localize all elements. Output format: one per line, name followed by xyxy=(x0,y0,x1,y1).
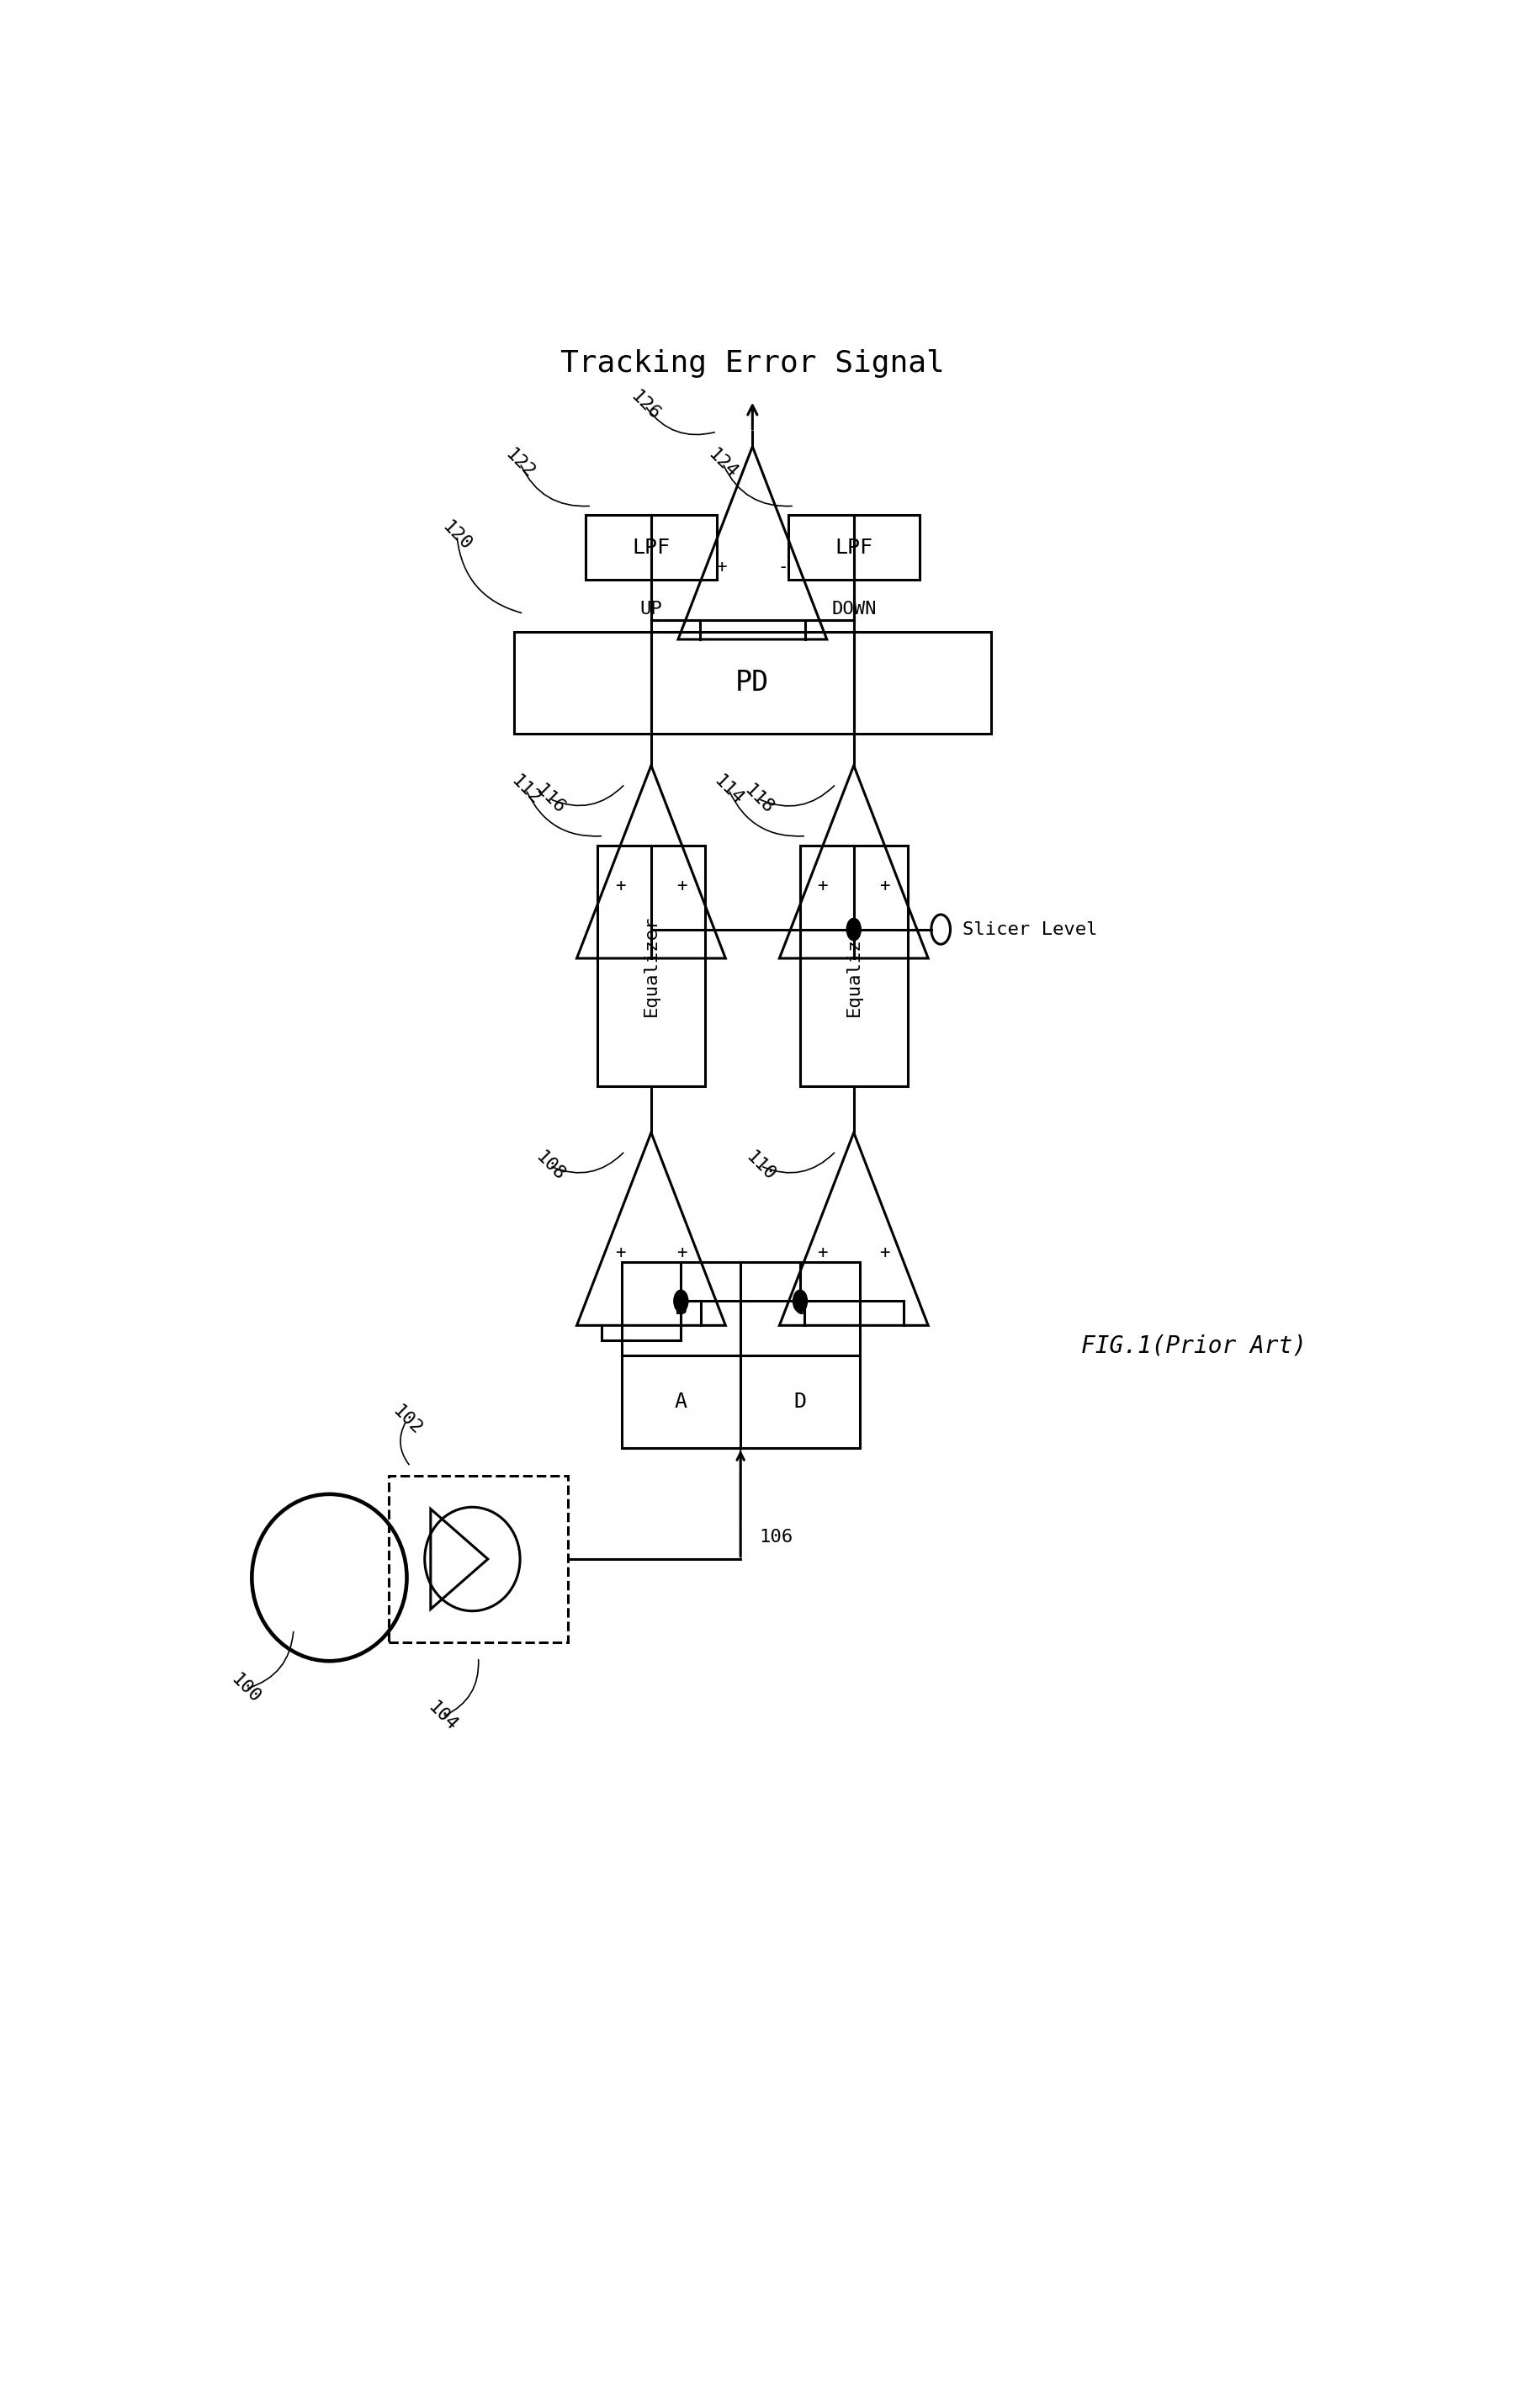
Text: 118: 118 xyxy=(740,780,777,816)
Bar xyxy=(586,515,717,580)
Text: 124: 124 xyxy=(704,445,741,482)
Text: PD: PD xyxy=(735,669,769,696)
Bar xyxy=(787,515,920,580)
Text: +: + xyxy=(818,1245,827,1262)
Text: C: C xyxy=(794,1298,806,1320)
Text: DOWN: DOWN xyxy=(831,600,877,616)
Text: +: + xyxy=(880,877,891,893)
Text: Equalizer: Equalizer xyxy=(846,915,863,1016)
Text: 120: 120 xyxy=(438,518,475,554)
Circle shape xyxy=(794,1291,807,1312)
Text: A: A xyxy=(675,1392,687,1411)
Text: +: + xyxy=(677,877,687,893)
Text: Equalizer: Equalizer xyxy=(643,915,660,1016)
Text: +: + xyxy=(880,1245,891,1262)
Text: LPF: LPF xyxy=(835,537,872,559)
Text: D: D xyxy=(794,1392,806,1411)
Circle shape xyxy=(674,1291,687,1312)
Text: B: B xyxy=(675,1298,687,1320)
Text: 114: 114 xyxy=(711,771,746,807)
Text: 122: 122 xyxy=(501,445,538,482)
Text: +: + xyxy=(677,1245,687,1262)
Bar xyxy=(621,1262,860,1447)
Text: +: + xyxy=(717,559,727,576)
Bar xyxy=(598,845,704,1086)
Text: 110: 110 xyxy=(743,1149,778,1185)
Text: 112: 112 xyxy=(508,771,544,807)
Text: LPF: LPF xyxy=(632,537,671,559)
Text: FIG.1(Prior Art): FIG.1(Prior Art) xyxy=(1081,1334,1306,1358)
Circle shape xyxy=(846,917,861,942)
Bar xyxy=(514,631,990,734)
Text: 106: 106 xyxy=(760,1529,794,1546)
Text: 100: 100 xyxy=(228,1671,265,1707)
Bar xyxy=(800,845,907,1086)
Bar xyxy=(389,1476,568,1642)
Text: 116: 116 xyxy=(532,780,568,816)
Text: UP: UP xyxy=(640,600,663,616)
Text: +: + xyxy=(615,1245,626,1262)
Text: 108: 108 xyxy=(532,1149,568,1185)
Text: +: + xyxy=(615,877,626,893)
Text: Tracking Error Signal: Tracking Error Signal xyxy=(560,349,944,378)
Text: +: + xyxy=(818,877,827,893)
Text: Slicer Level: Slicer Level xyxy=(963,920,1097,937)
Text: -: - xyxy=(778,559,789,576)
Text: 102: 102 xyxy=(389,1401,424,1438)
Text: 126: 126 xyxy=(628,388,663,424)
Text: 104: 104 xyxy=(424,1698,460,1734)
